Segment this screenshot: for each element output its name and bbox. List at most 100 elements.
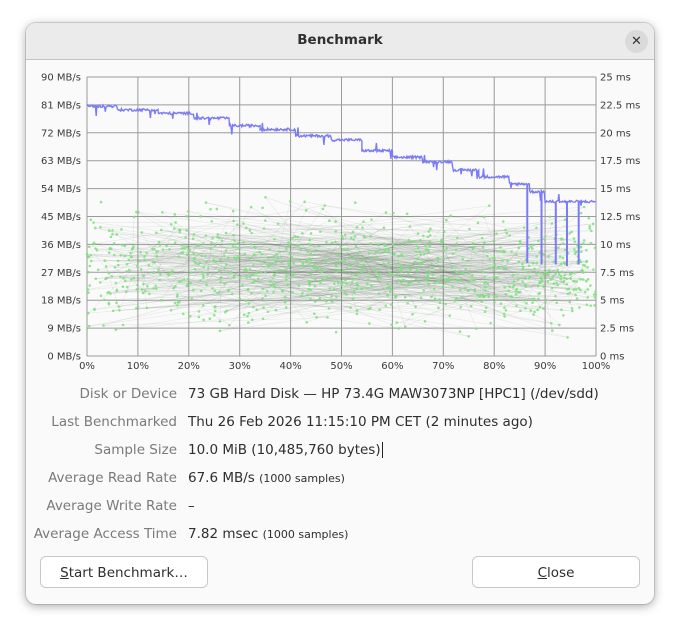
seek-line: [564, 247, 581, 276]
row-value[interactable]: 10.0 MiB (10,485,760 bytes): [188, 442, 383, 458]
access-time-point: [529, 309, 533, 312]
seek-line: [410, 256, 537, 270]
access-time-point: [572, 237, 576, 240]
access-time-point: [309, 232, 313, 235]
access-time-point: [93, 308, 96, 311]
access-time-point: [562, 280, 565, 284]
close-button[interactable]: Close: [472, 556, 640, 588]
access-time-point: [536, 308, 539, 312]
access-time-point: [213, 289, 217, 293]
access-time-point: [283, 296, 287, 299]
access-time-point: [143, 258, 146, 262]
access-time-point: [117, 305, 121, 308]
access-time-point: [547, 273, 550, 276]
seek-line: [219, 240, 495, 272]
access-time-point: [391, 242, 395, 246]
access-time-point: [216, 233, 220, 236]
access-time-point: [328, 287, 331, 290]
seek-line: [148, 251, 158, 266]
access-time-point: [521, 267, 525, 271]
access-time-point: [559, 278, 563, 281]
access-time-point: [376, 243, 380, 247]
seek-line: [282, 286, 510, 292]
access-time-point: [353, 201, 357, 204]
access-time-point: [185, 245, 189, 248]
access-time-point: [251, 281, 255, 285]
seek-line: [128, 257, 235, 261]
sample-size-value[interactable]: 10.0 MiB (10,485,760 bytes): [188, 442, 381, 458]
access-time-point: [211, 236, 214, 240]
access-time-point: [291, 273, 295, 277]
seek-line: [352, 290, 475, 300]
access-time-point: [350, 281, 354, 284]
seek-line: [461, 291, 521, 298]
seek-line: [350, 265, 433, 269]
access-time-point: [124, 290, 128, 294]
access-time-point: [481, 245, 485, 249]
access-time-point: [388, 271, 391, 275]
access-time-point: [537, 297, 540, 301]
access-time-point: [423, 279, 427, 282]
seek-line: [276, 208, 324, 272]
seek-line: [526, 260, 543, 304]
access-time-point: [87, 245, 91, 249]
access-time-point: [236, 223, 239, 226]
access-time-point: [574, 288, 578, 291]
access-time-point: [218, 329, 222, 333]
access-time-point: [274, 260, 277, 263]
access-time-point: [515, 253, 518, 256]
access-time-point: [560, 308, 563, 312]
seek-line: [401, 268, 484, 298]
access-time-point: [541, 279, 544, 283]
access-time-point: [204, 254, 207, 258]
access-time-point: [543, 270, 547, 274]
access-time-point: [249, 205, 253, 209]
seek-line: [116, 290, 511, 297]
access-time-point: [111, 233, 114, 236]
seek-line: [96, 243, 204, 251]
access-time-point: [231, 245, 235, 248]
access-time-point: [264, 196, 267, 199]
access-time-point: [245, 269, 248, 272]
seek-line: [149, 293, 484, 298]
access-time-point: [451, 285, 454, 288]
access-time-point: [334, 264, 338, 268]
access-time-point: [383, 250, 386, 254]
access-time-point: [456, 270, 459, 274]
access-time-point: [395, 321, 399, 324]
dialog-title: Benchmark: [297, 32, 383, 48]
seek-line: [94, 289, 194, 310]
access-time-point: [262, 306, 265, 309]
seek-line: [287, 251, 385, 286]
start-benchmark-button[interactable]: Start Benchmark…: [40, 556, 208, 588]
seek-line: [324, 205, 592, 244]
access-time-point: [562, 276, 566, 280]
access-time-point: [224, 249, 228, 252]
access-time-points: [85, 196, 597, 339]
access-time-point: [308, 238, 312, 242]
access-time-point: [470, 274, 474, 277]
access-time-point: [309, 273, 312, 276]
access-time-point: [489, 321, 492, 325]
access-time-point: [391, 273, 395, 276]
access-time-point: [594, 293, 597, 296]
seek-line: [385, 245, 501, 248]
access-time-point: [210, 241, 213, 244]
seek-line: [384, 243, 535, 313]
access-time-point: [560, 262, 563, 266]
close-icon[interactable]: ✕: [625, 30, 648, 53]
access-time-point: [241, 283, 244, 287]
access-time-point: [253, 279, 256, 283]
seek-line: [169, 237, 529, 250]
seek-line: [445, 288, 517, 305]
access-time-point: [444, 280, 447, 283]
access-time-point: [416, 246, 420, 250]
access-time-point: [451, 278, 455, 281]
access-time-point: [428, 269, 431, 273]
seek-line: [130, 220, 234, 254]
seek-line: [446, 219, 509, 292]
access-time-point: [98, 281, 102, 284]
seek-line: [340, 212, 387, 248]
access-time-point: [527, 264, 531, 267]
left-tick-label: 72 MB/s: [41, 128, 81, 139]
